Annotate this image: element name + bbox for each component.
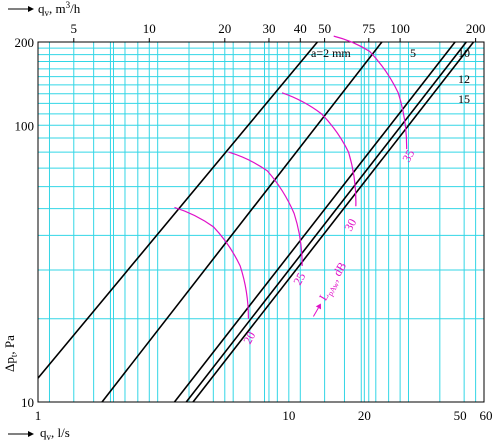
y-tick-label: 10 <box>21 395 34 410</box>
top-tick-label: 75 <box>362 21 375 36</box>
top-axis-prefix: q <box>38 1 45 16</box>
series-line <box>173 41 456 403</box>
top-tick-label: 30 <box>262 21 275 36</box>
y-axis-prefix: Δp <box>2 357 17 372</box>
noise-curve-label: 35 <box>399 147 417 164</box>
y-axis-suffix: , Pa <box>2 335 17 355</box>
series-line <box>101 41 383 403</box>
top-axis-sup: 3 <box>66 0 71 10</box>
x-axis-prefix: q <box>40 425 47 440</box>
series-line <box>185 41 467 403</box>
series-label: a=2 mm <box>311 46 351 60</box>
series-label: 12 <box>458 72 470 86</box>
noise-curve <box>174 206 250 319</box>
y-axis-title: Δpt, Pa <box>2 335 19 372</box>
x-tick-label: 10 <box>282 408 295 423</box>
svg-text:qv, m3/h: qv, m3/h <box>38 0 81 18</box>
plot-frame <box>37 38 485 403</box>
x-tick-label: 20 <box>358 408 371 423</box>
x-tick-label: 1 <box>35 408 42 423</box>
svg-text:Δpt, Pa: Δpt, Pa <box>2 335 19 372</box>
series-label: 10 <box>458 46 470 60</box>
noise-curves: 20 25 30 35 <box>174 35 417 346</box>
series-line <box>192 41 475 403</box>
top-tick-label: 40 <box>294 21 307 36</box>
y-tick-label: 200 <box>15 35 35 50</box>
series-label: 5 <box>410 46 416 60</box>
top-tick-label: 20 <box>218 21 231 36</box>
grid <box>37 41 485 403</box>
noise-curve <box>281 92 357 207</box>
x-axis-suffix: , l/s <box>51 425 70 440</box>
series-label: 15 <box>458 92 470 106</box>
top-tick-label: 50 <box>318 21 331 36</box>
x-tick-label: 60 <box>480 408 493 423</box>
noise-curve-label: 25 <box>290 270 308 287</box>
x-axis-sub: v <box>47 432 52 441</box>
top-axis-sub: v <box>45 8 50 18</box>
top-tick-label: 100 <box>390 21 410 36</box>
top-axis-title: qv, m3/h <box>8 0 81 18</box>
top-tick-label: 200 <box>466 21 486 36</box>
noise-label-suffix: , dB <box>327 260 349 284</box>
noise-curve <box>333 35 408 150</box>
noise-curve-label: 20 <box>240 329 258 346</box>
series-line <box>37 41 319 379</box>
plot-border <box>37 41 485 403</box>
top-tick-label: 5 <box>71 21 78 36</box>
top-axis-unit-tail: /h <box>70 1 81 16</box>
svg-text:qv, l/s: qv, l/s <box>40 425 70 441</box>
x-tick-label: 50 <box>454 408 467 423</box>
top-axis-suffix: , m <box>49 1 66 16</box>
y-axis-sub: t <box>9 354 19 357</box>
svg-text:LpAw, dB: LpAw, dB <box>316 260 351 305</box>
noise-curve <box>228 151 303 267</box>
y-tick-label: 100 <box>15 118 35 133</box>
noise-curve-label: 30 <box>341 216 359 233</box>
top-tick-label: 10 <box>143 21 156 36</box>
series-lines <box>37 41 475 403</box>
bottom-axis-title: qv, l/s <box>8 425 70 441</box>
